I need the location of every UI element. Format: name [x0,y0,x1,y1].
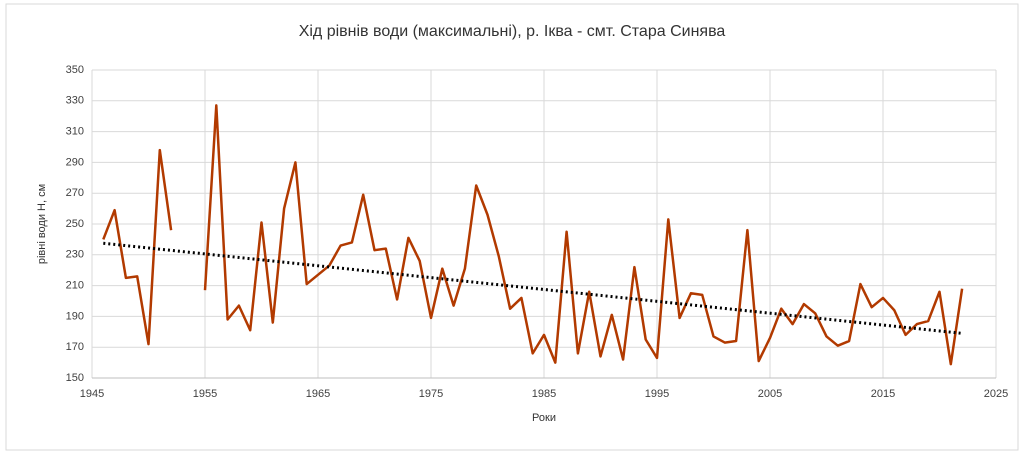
y-tick-label: 310 [66,126,84,138]
x-tick-label: 1995 [645,388,669,400]
x-tick-label: 2025 [984,388,1008,400]
x-tick-label: 1945 [80,388,104,400]
y-tick-label: 290 [66,156,84,168]
x-axis-title: Роки [532,412,556,424]
data-line [203,104,964,366]
y-tick-label: 270 [66,187,84,199]
y-tick-label: 210 [66,280,84,292]
x-tick-label: 1955 [193,388,217,400]
y-tick-label: 350 [66,64,84,76]
x-tick-label: 2005 [758,388,782,400]
x-tick-label: 2015 [871,388,895,400]
y-tick-label: 190 [66,310,84,322]
y-tick-label: 330 [66,95,84,107]
x-tick-label: 1965 [306,388,330,400]
x-tick-label: 1975 [419,388,443,400]
data-line [102,148,173,346]
trend-line [103,241,963,335]
y-tick-label: 150 [66,372,84,384]
x-tick-label: 1985 [532,388,556,400]
chart-title: Хід рівнів води (максимальні), р. Іква -… [299,23,726,40]
y-tick-label: 170 [66,341,84,353]
y-tick-label: 250 [66,218,84,230]
chart-frame [5,3,1019,451]
y-axis-title: рівні води Н, см [36,184,48,264]
y-tick-label: 230 [66,249,84,261]
